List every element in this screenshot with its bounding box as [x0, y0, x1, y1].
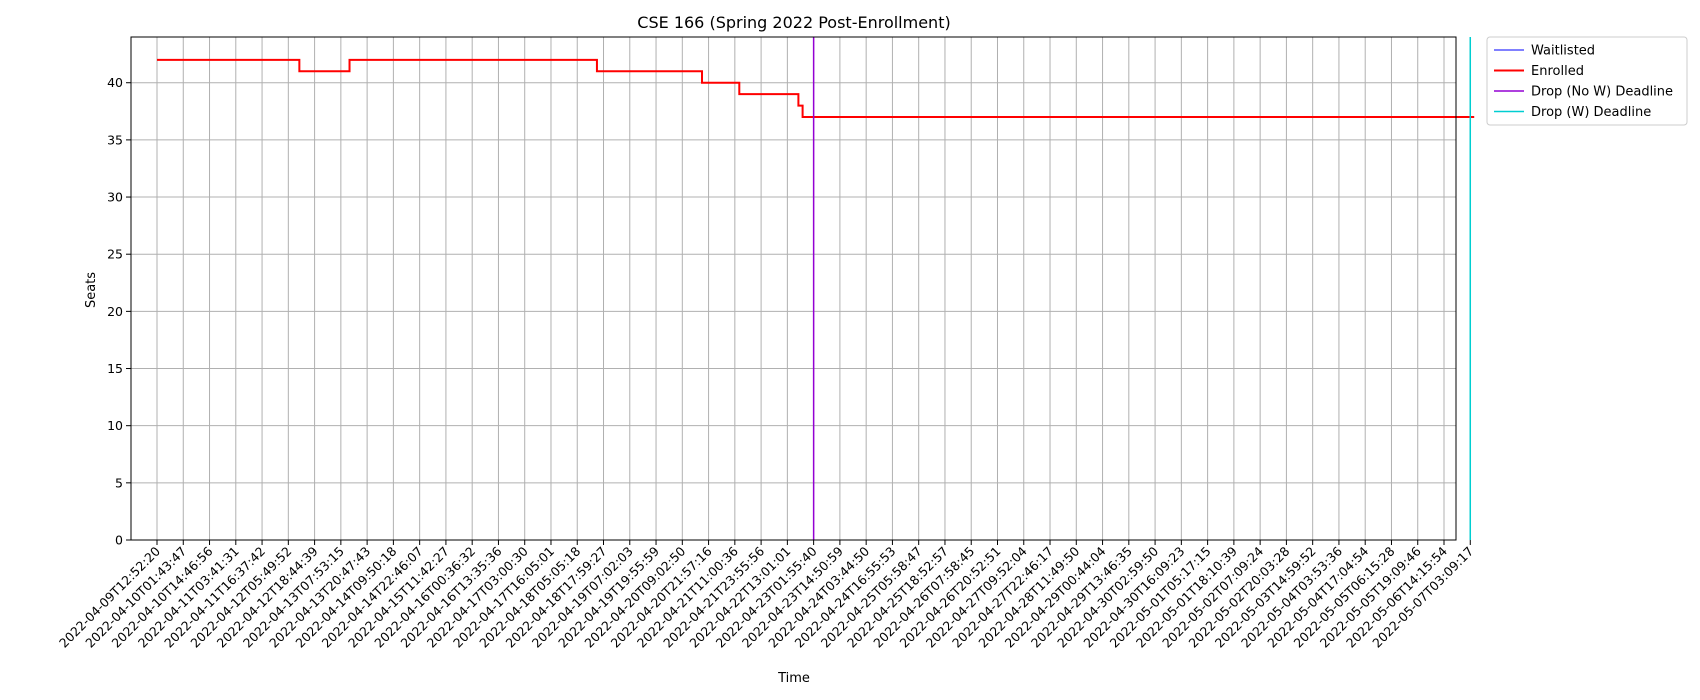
legend-box — [1486, 36, 1688, 126]
y-axis-label: Seats — [84, 272, 99, 308]
series-line-enrolled — [157, 58, 1475, 119]
plot-area: 2022-04-09T12:52:202022-04-10T01:43:4720… — [56, 36, 1476, 651]
y-tick-label: 25 — [107, 247, 123, 262]
y-tick-label: 35 — [107, 132, 123, 147]
y-tick-label: 0 — [115, 533, 123, 548]
y-tick-label: 15 — [107, 361, 123, 376]
y-tick-label: 30 — [107, 190, 123, 205]
legend-label: Drop (W) Deadline — [1531, 105, 1651, 120]
chart-title: CSE 166 (Spring 2022 Post-Enrollment) — [637, 13, 950, 32]
y-tick-label: 10 — [107, 418, 123, 433]
legend: Waitlisted Enrolled Drop (No W) Deadline Dr… — [1486, 36, 1688, 126]
legend-label: Drop (No W) Deadline — [1531, 85, 1673, 100]
legend-label: Enrolled — [1531, 64, 1584, 79]
legend-label: Waitlisted — [1531, 44, 1595, 59]
plot-background — [131, 37, 1456, 540]
y-tick-label: 40 — [107, 75, 123, 90]
y-tick-label: 20 — [107, 304, 123, 319]
plot-frame — [130, 36, 1457, 541]
x-axis-label: Time — [777, 671, 810, 686]
y-tick-label: 5 — [115, 475, 123, 490]
